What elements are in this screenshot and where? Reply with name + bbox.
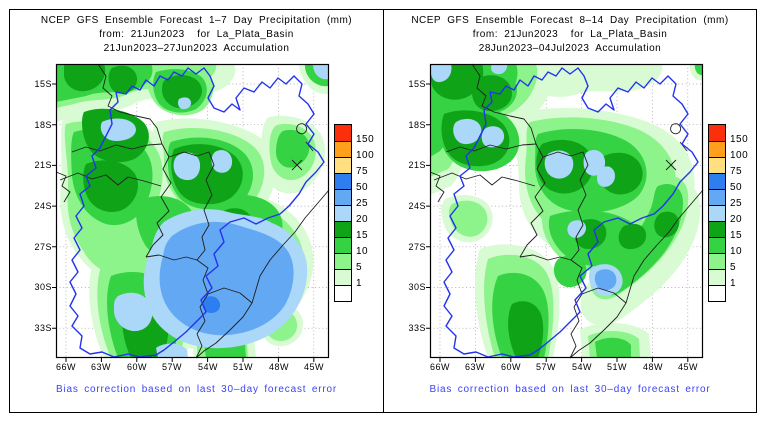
y-tick-label: 27S [408,242,426,252]
legend-value-label: 10 [730,246,743,257]
legend-color-swatch [335,221,351,237]
y-tick-label: 33S [408,323,426,333]
legend-color-swatch [335,141,351,157]
x-tick-label: 54W [571,362,592,372]
legend-color-swatch [335,173,351,189]
x-tick-label: 63W [464,362,485,372]
x-tick-label: 66W [55,362,76,372]
bias-correction-note: Bias correction based on last 30–day for… [55,384,338,395]
legend-color-swatch [335,205,351,221]
legend-color-swatch [709,141,725,157]
legend-value-label: 25 [730,198,743,209]
legend-color-swatch [709,189,725,205]
legend-value-label: 100 [730,150,749,161]
colorbar [708,124,726,302]
legend-color-swatch [335,157,351,173]
x-tick-label: 60W [500,362,521,372]
x-tick-label: 48W [642,362,663,372]
x-tick-label: 51W [232,362,253,372]
legend-color-swatch [335,269,351,285]
legend-color-swatch [709,173,725,189]
forecast-figure: NCEP GFS Ensemble Forecast 1–7 Day Preci… [9,9,757,413]
precip-map-week1 [51,63,330,363]
init-line: from: 21Jun2023 for La_Plata_Basin [99,29,294,40]
y-tick-label: 15S [408,79,426,89]
forecast-title: NCEP GFS Ensemble Forecast 1–7 Day Preci… [40,15,353,26]
legend-value-label: 150 [356,134,375,145]
y-tick-label: 30S [34,282,52,292]
precip-map-week2 [425,63,704,363]
legend-color-swatch [335,237,351,253]
colorbar [334,124,352,302]
legend-value-label: 1 [730,278,737,289]
legend-value-label: 10 [356,246,369,257]
legend-value-label: 20 [730,214,743,225]
legend-color-swatch [335,253,351,269]
forecast-panel-week1: NCEP GFS Ensemble Forecast 1–7 Day Preci… [10,10,383,412]
accumulation-line: 28Jun2023–04Jul2023 Accumulation [478,43,662,54]
y-tick-label: 21S [34,160,52,170]
precip-shading-layer [430,64,703,358]
legend-color-swatch [709,285,725,301]
y-tick-label: 24S [408,201,426,211]
y-tick-label: 33S [34,323,52,333]
legend-color-swatch [335,189,351,205]
legend-value-label: 50 [356,182,369,193]
bias-correction-note: Bias correction based on last 30–day for… [429,384,711,395]
legend-color-swatch [709,269,725,285]
legend-value-label: 1 [356,278,363,289]
x-tick-label: 54W [197,362,218,372]
legend-color-swatch [709,125,725,141]
x-tick-label: 51W [606,362,627,372]
accumulation-line: 21Jun2023–27Jun2023 Accumulation [103,43,290,54]
legend-color-swatch [335,285,351,301]
x-tick-label: 45W [303,362,324,372]
map-frame [429,63,704,359]
legend-value-label: 150 [730,134,749,145]
legend-color-swatch [709,253,725,269]
legend-value-label: 100 [356,150,375,161]
legend-value-label: 20 [356,214,369,225]
legend-value-label: 25 [356,198,369,209]
map-frame [55,63,330,359]
legend-color-swatch [709,157,725,173]
legend-value-label: 15 [356,230,369,241]
precip-shading-layer [56,64,329,358]
x-tick-label: 63W [90,362,111,372]
legend-value-label: 5 [356,262,363,273]
legend-value-label: 75 [356,166,369,177]
y-tick-label: 18S [34,120,52,130]
x-tick-label: 45W [677,362,698,372]
x-tick-label: 48W [268,362,289,372]
legend-color-swatch [709,205,725,221]
y-tick-label: 27S [34,242,52,252]
x-tick-label: 66W [429,362,450,372]
legend-value-label: 15 [730,230,743,241]
y-tick-label: 18S [408,120,426,130]
legend-value-label: 5 [730,262,737,273]
forecast-panel-week2: NCEP GFS Ensemble Forecast 8–14 Day Prec… [383,10,756,412]
x-tick-label: 57W [535,362,556,372]
y-tick-label: 21S [408,160,426,170]
legend-color-swatch [709,237,725,253]
init-line: from: 21Jun2023 for La_Plata_Basin [472,29,668,40]
y-tick-label: 15S [34,79,52,89]
legend-color-swatch [335,125,351,141]
forecast-title: NCEP GFS Ensemble Forecast 8–14 Day Prec… [411,15,729,26]
x-tick-label: 60W [126,362,147,372]
legend-value-label: 50 [730,182,743,193]
x-tick-label: 57W [161,362,182,372]
y-tick-label: 24S [34,201,52,211]
legend-value-label: 75 [730,166,743,177]
y-tick-label: 30S [408,282,426,292]
legend-color-swatch [709,221,725,237]
